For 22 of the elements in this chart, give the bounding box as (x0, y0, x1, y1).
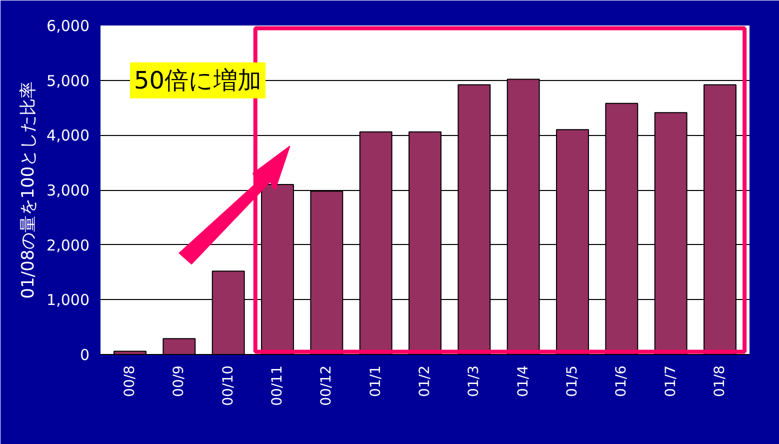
y-tick-label: 3,000 (46, 182, 90, 200)
x-tick-label: 01/2 (417, 365, 433, 397)
y-tick-label: 2,000 (46, 236, 90, 254)
x-tick-label: 01/7 (662, 365, 679, 397)
x-tick-label: 01/1 (368, 365, 384, 397)
x-tick-label: 00/9 (171, 365, 188, 397)
x-tick-label: 00/12 (318, 365, 335, 406)
y-tick-label: 1,000 (46, 291, 90, 310)
x-tick-label: 01/4 (515, 365, 532, 397)
x-tick-label: 00/10 (220, 365, 236, 406)
x-tick-label: 01/3 (466, 365, 482, 397)
y-tick-label: 5,000 (46, 72, 90, 90)
y-tick-label: 0 (80, 346, 90, 364)
y-tick-label: 6,000 (46, 17, 90, 35)
annotation: 50倍に増加 (134, 66, 262, 94)
y-axis-title: 01/08の量を100とした比率 (18, 81, 39, 299)
x-tick-label: 00/11 (270, 365, 286, 406)
x-tick-label: 01/8 (712, 365, 728, 397)
y-tick-label: 4,000 (46, 126, 90, 145)
x-tick-label: 01/5 (564, 365, 580, 397)
x-tick-label: 00/8 (122, 365, 138, 397)
x-tick-label: 01/6 (614, 365, 630, 397)
